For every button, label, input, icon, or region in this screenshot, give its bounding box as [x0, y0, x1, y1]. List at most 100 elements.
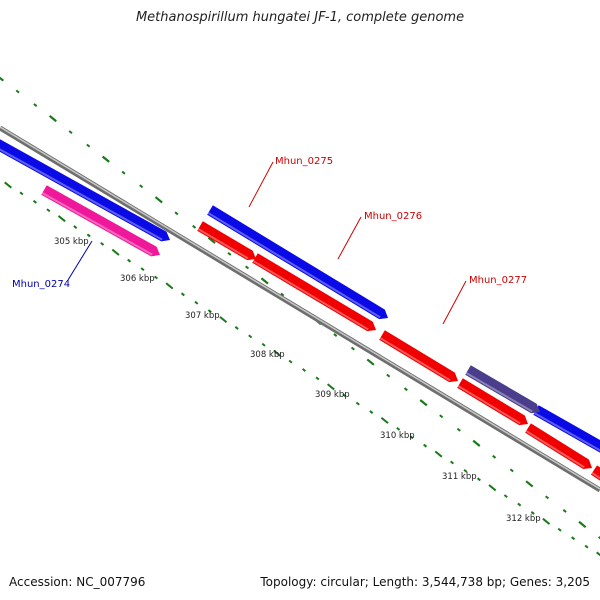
tick-mark	[476, 477, 481, 482]
gene-label-leader	[67, 240, 93, 281]
tick-mark	[192, 224, 197, 229]
tick-mark	[571, 536, 576, 541]
tick-mark	[542, 517, 551, 525]
tick-mark	[463, 469, 468, 473]
reverse-cds-arrow[interactable]	[590, 465, 600, 482]
tick-mark	[492, 454, 497, 459]
tick-mark	[597, 536, 600, 540]
tick-mark	[207, 236, 216, 244]
tick-mark	[4, 181, 12, 189]
forward-cds-arrow[interactable]	[207, 205, 388, 320]
tick-mark	[419, 399, 428, 407]
gene-label[interactable]: Mhun_0275	[275, 156, 333, 167]
scale-label: 312 kbp	[506, 514, 541, 524]
tick-mark	[584, 544, 589, 549]
tick-mark	[111, 248, 120, 256]
tick-mark	[280, 292, 285, 297]
scale-label: 306 kbp	[120, 274, 155, 284]
forward-cds-arrow[interactable]	[533, 405, 600, 453]
tick-mark	[86, 233, 91, 238]
tick-mark	[434, 450, 443, 458]
reverse-cds-arrow[interactable]	[197, 221, 256, 261]
tick-mark	[15, 89, 20, 94]
tick-mark	[525, 480, 534, 488]
tick-mark	[121, 170, 126, 175]
tick-mark	[562, 509, 567, 513]
tick-mark	[0, 76, 4, 82]
tick-mark	[342, 393, 347, 398]
gene-label[interactable]: Mhun_0276	[364, 211, 422, 222]
gene-label-leader	[337, 216, 362, 260]
feature-tracks	[0, 135, 600, 482]
tick-mark	[396, 426, 401, 431]
scale-label: 309 kbp	[315, 390, 350, 400]
tick-mark	[350, 346, 355, 351]
tick-mark	[32, 199, 37, 204]
reverse-cds-arrow[interactable]	[252, 253, 376, 332]
rna-feature-arrow[interactable]	[41, 185, 161, 257]
tick-mark	[315, 376, 320, 381]
tick-mark	[100, 241, 105, 246]
tick-mark	[248, 334, 253, 339]
backbone-track	[0, 125, 600, 493]
tick-mark	[180, 292, 185, 297]
tick-mark	[596, 551, 600, 557]
tick-mark	[127, 258, 132, 263]
reverse-cds-arrow[interactable]	[525, 423, 592, 469]
gene-label-leader	[442, 280, 467, 325]
reverse-cds-arrow[interactable]	[379, 330, 458, 383]
tick-marks	[0, 76, 600, 557]
tick-mark	[578, 520, 587, 529]
tick-mark	[273, 349, 282, 357]
tick-mark	[33, 103, 38, 107]
tick-mark	[234, 326, 239, 330]
accession-label: Accession: NC_007796	[9, 575, 146, 589]
gene-label[interactable]: Mhun_0274	[12, 279, 70, 290]
tick-mark	[503, 494, 508, 499]
tick-mark	[288, 359, 293, 364]
tick-mark	[545, 495, 550, 500]
scale-label: 307 kbp	[185, 311, 220, 321]
tick-mark	[19, 191, 24, 196]
gene-label-leader	[248, 161, 274, 208]
scale-label: 308 kbp	[250, 350, 285, 360]
tick-mark	[456, 427, 461, 432]
forward-cds-arrow[interactable]	[0, 135, 170, 242]
tick-mark	[46, 208, 51, 213]
tick-mark	[403, 387, 408, 392]
tick-mark	[557, 527, 562, 532]
tick-mark	[423, 443, 428, 448]
tick-mark	[326, 383, 335, 391]
tick-mark	[101, 155, 110, 163]
tick-mark	[517, 502, 522, 507]
tick-mark	[301, 368, 307, 372]
reverse-cds-arrow[interactable]	[457, 378, 528, 426]
tick-mark	[472, 439, 481, 447]
tick-mark	[245, 265, 250, 270]
backbone-line	[0, 125, 600, 493]
scale-labels: 305 kbp 306 kbp 307 kbp 308 kbp 309 kbp 310 k…	[54, 237, 541, 524]
tick-mark	[207, 309, 212, 314]
other-feature-arrow[interactable]	[465, 365, 540, 414]
tick-mark	[227, 251, 232, 256]
tick-mark	[366, 358, 375, 366]
tick-mark	[260, 277, 269, 285]
scale-label: 310 kbp	[380, 431, 415, 441]
gene-label[interactable]: Mhun_0277	[469, 275, 527, 286]
tick-mark	[509, 468, 514, 473]
tick-mark	[355, 401, 360, 406]
genome-summary: Topology: circular; Length: 3,544,738 bp…	[260, 575, 590, 589]
tick-mark	[73, 225, 78, 229]
tick-mark	[439, 414, 444, 419]
scale-label: 305 kbp	[54, 237, 89, 247]
map-title: Methanospirillum hungatei JF-1, complete…	[135, 10, 465, 25]
tick-mark	[174, 211, 179, 216]
tick-mark	[57, 215, 66, 223]
tick-mark	[140, 267, 145, 271]
tick-mark	[48, 115, 57, 123]
tick-mark	[219, 316, 228, 324]
tick-mark	[449, 460, 455, 465]
gene-labels: Mhun_0274 Mhun_0275 Mhun_0276 Mhun_0277	[12, 156, 527, 325]
tick-mark	[530, 511, 535, 515]
